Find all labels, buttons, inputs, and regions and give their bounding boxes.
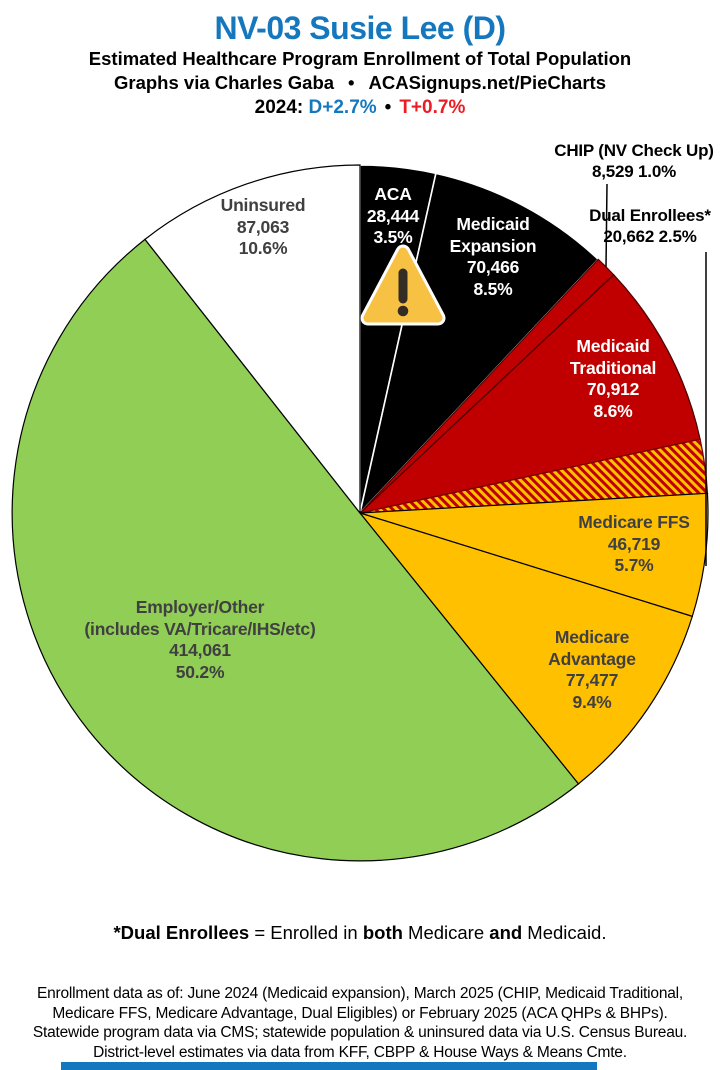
pie-slice-medicare-advantage [358,511,694,785]
credit-site: ACASignups.net/PieCharts [368,72,606,93]
page-title: NV-03 Susie Lee (D) [214,10,506,46]
partisan-year: 2024: [254,97,304,118]
chart-header: NV-03 Susie Lee (D) Estimated Healthcare… [0,0,720,119]
leader-line-chip [605,183,608,268]
warning-triangle-icon [360,244,446,326]
pie-slices [11,164,709,862]
partisan-rep-lean: T+0.7% [399,97,466,118]
source-note: Enrollment data as of: June 2024 (Medica… [0,984,720,1062]
footnote-part: and [489,922,523,943]
partisan-dem-lean: D+2.7% [308,97,377,118]
source-line: District-level estimates via data from K… [93,1043,627,1061]
subtitle: Estimated Healthcare Program Enrollment … [88,48,632,69]
dual-enrollees-footnote: *Dual Enrollees = Enrolled in both Medic… [0,922,720,944]
footnote-part: = Enrolled in [249,922,363,943]
partisan-lean-line: 2024: D+2.7% • T+0.7% [0,97,720,119]
pie-slice-medicaid-expansion [358,172,600,516]
footnote-part: *Dual Enrollees [113,922,250,943]
source-line: Enrollment data as of: June 2024 (Medica… [36,985,684,1002]
pie-slice-employer-other [11,238,580,862]
footnote-part: Medicare [402,922,490,943]
pie-slice-medicaid-traditional [357,273,701,515]
label-leader-lines [605,183,707,566]
credit-author: Graphs via Charles Gaba [114,72,335,93]
footnote-part: both [362,922,403,943]
pie-slice-uninsured [144,164,361,515]
source-line: Medicare FFS, Medicare Advantage, Dual E… [52,1004,668,1022]
bullet-separator: • [348,72,355,93]
source-line: Statewide program data via CMS; statewid… [32,1024,688,1041]
footnote-part: Medicaid. [522,922,607,943]
credit-line: Graphs via Charles Gaba • ACASignups.net/P… [0,72,720,94]
bottom-bar [61,1062,597,1070]
bullet-separator: • [384,97,392,118]
